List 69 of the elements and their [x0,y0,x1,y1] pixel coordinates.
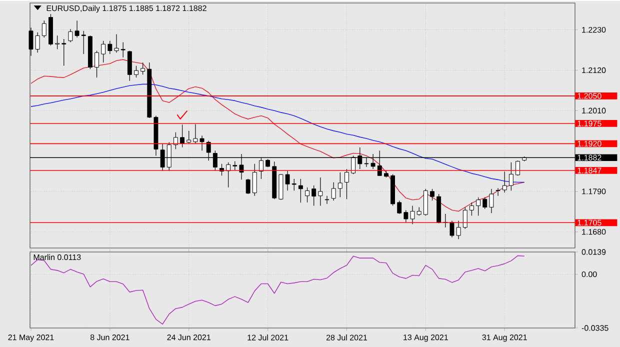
y-tick-label: 1.2230 [582,26,606,33]
candlestick [246,178,250,194]
x-tick-label: 31 Aug 2021 [482,334,527,342]
candlestick [456,220,461,240]
candlestick [55,35,60,50]
candlestick [305,187,310,203]
candlestick [298,178,303,203]
chart-title: EURUSD,Daily 1.1875 1.1885 1.1872 1.1882 [46,5,206,13]
candlestick [462,206,468,230]
candlestick [81,30,86,54]
candlestick [101,40,106,63]
ref-line-label: 1.1847 [578,168,602,174]
candlestick [108,40,112,54]
ref-line-label: 1.1975 [578,120,602,126]
candlestick [120,42,126,58]
x-tick-label: 13 Aug 2021 [404,334,448,342]
candlestick [508,162,514,191]
candlestick [312,185,316,206]
candlestick [140,62,146,75]
x-tick-label: 24 Jun 2021 [167,334,210,340]
candlestick [482,197,488,210]
candlestick [94,50,99,78]
candlestick [423,188,428,216]
candlestick [324,196,330,204]
candlestick [489,188,494,214]
candlestick [134,66,138,78]
candlestick [62,38,66,66]
candlestick [28,27,34,56]
candlestick [127,50,132,82]
y-tick-label: -0.0335 [582,325,608,331]
chart-title: Marlin 0.0113 [34,254,81,260]
ref-line-label: 1.1920 [578,140,602,147]
candlestick [344,168,349,200]
y-tick-label: 0.0139 [582,249,606,255]
candlestick [430,188,434,201]
candlestick [186,130,192,144]
ref-line-label: 1.1882 [578,154,602,160]
candlestick [331,182,336,201]
candlestick [476,197,481,216]
candlestick [114,34,119,53]
candlestick [252,164,257,196]
candlestick [193,124,198,144]
candlestick [180,124,185,148]
candlestick [42,20,46,38]
candlestick [173,132,178,150]
candlestick [292,178,296,191]
candlestick [502,171,507,193]
y-tick-label: 1.2120 [582,67,606,74]
y-tick-label: 1.2010 [582,108,606,114]
candlestick [516,160,520,176]
x-tick-label: 8 Jun 2021 [90,334,130,340]
y-tick-label: 1.1790 [582,188,606,194]
candlestick [318,177,323,206]
ref-line-label: 1.2050 [578,93,602,99]
x-tick-label: 21 May 2021 [8,334,54,342]
candlestick [410,205,415,224]
x-tick-label: 28 Jul 2021 [326,334,368,340]
ref-line-label: 1.1705 [578,220,602,226]
candlestick [404,210,408,223]
y-tick-label: 0.00 [582,271,597,278]
candlestick [200,135,204,151]
candlestick [469,202,474,216]
candlestick [397,200,402,214]
candlestick [338,172,342,198]
x-tick-label: 12 Jul 2021 [248,334,288,340]
candlestick [496,188,500,196]
y-tick-label: 1.1680 [582,228,606,235]
candlestick [35,32,40,53]
candlestick [450,220,454,238]
